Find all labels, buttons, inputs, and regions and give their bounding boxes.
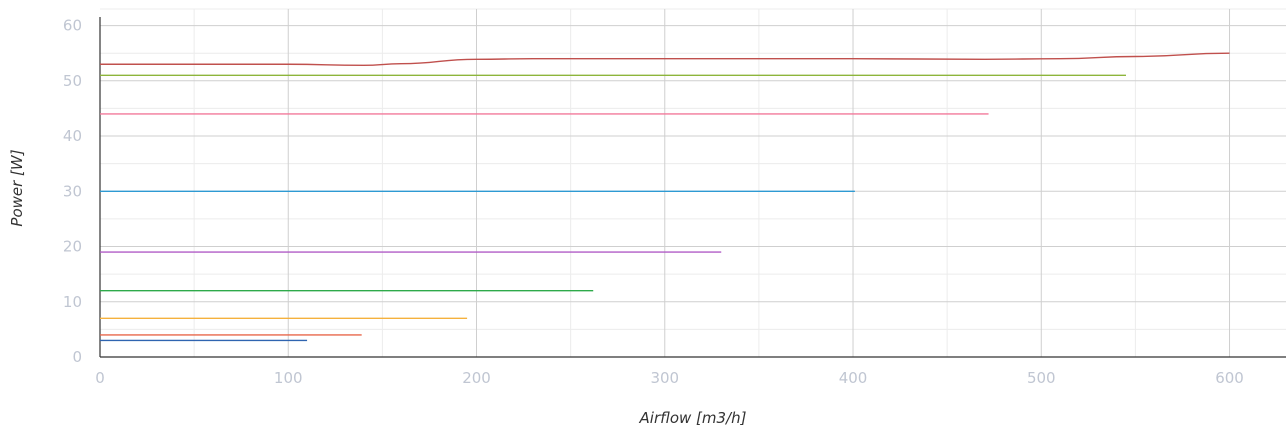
y-axis-title: Power [W] — [8, 149, 26, 226]
x-tick-label: 600 — [1215, 369, 1244, 387]
y-tick-label: 60 — [63, 17, 82, 35]
x-tick-label: 400 — [839, 369, 868, 387]
x-tick-label: 300 — [650, 369, 679, 387]
x-tick-label: 100 — [274, 369, 303, 387]
series-line-1 — [100, 52, 1230, 67]
x-tick-label: 500 — [1027, 369, 1056, 387]
x-axis-title: Airflow [m3/h] — [639, 409, 747, 427]
x-tick-label: 200 — [462, 369, 491, 387]
y-tick-label: 50 — [63, 72, 82, 90]
x-tick-label: 0 — [95, 369, 105, 387]
y-tick-label: 10 — [63, 293, 82, 311]
y-tick-label: 30 — [63, 182, 82, 200]
y-tick-label: 20 — [63, 238, 82, 256]
y-tick-label: 40 — [63, 127, 82, 145]
y-tick-label: 0 — [72, 348, 82, 366]
